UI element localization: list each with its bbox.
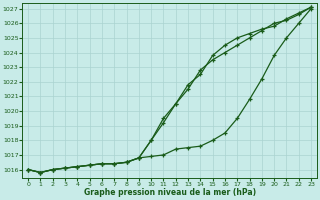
X-axis label: Graphe pression niveau de la mer (hPa): Graphe pression niveau de la mer (hPa): [84, 188, 256, 197]
